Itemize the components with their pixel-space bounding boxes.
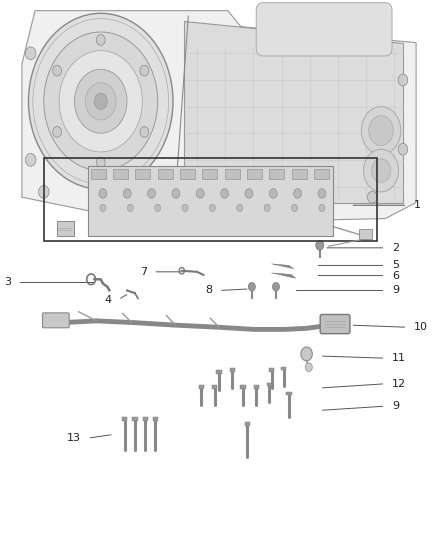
Bar [44, 158, 377, 241]
Polygon shape [272, 273, 296, 278]
Text: 7: 7 [140, 267, 147, 277]
Circle shape [398, 143, 408, 155]
Circle shape [280, 191, 290, 203]
Circle shape [182, 204, 188, 212]
Bar [267, 383, 272, 386]
FancyBboxPatch shape [256, 3, 392, 56]
Text: 3: 3 [4, 278, 11, 287]
Bar [57, 221, 74, 236]
Bar [202, 169, 217, 179]
Circle shape [364, 149, 399, 192]
Circle shape [292, 204, 297, 212]
Circle shape [25, 47, 36, 60]
Polygon shape [272, 264, 293, 269]
Circle shape [398, 74, 408, 86]
Circle shape [248, 282, 255, 291]
Text: 4: 4 [105, 295, 112, 304]
Bar [143, 417, 148, 421]
Text: 8: 8 [205, 286, 212, 295]
Circle shape [272, 282, 279, 291]
Bar [199, 385, 204, 389]
Circle shape [74, 69, 127, 133]
Circle shape [196, 189, 204, 198]
Circle shape [245, 189, 253, 198]
Bar [132, 417, 138, 421]
Circle shape [155, 204, 161, 212]
Bar [247, 169, 262, 179]
Circle shape [237, 204, 243, 212]
Bar [180, 169, 195, 179]
Bar [135, 169, 150, 179]
Circle shape [59, 51, 142, 152]
Bar [245, 422, 250, 426]
Bar [88, 166, 333, 236]
Circle shape [96, 35, 105, 45]
Text: 5: 5 [392, 261, 399, 270]
Circle shape [293, 189, 301, 198]
Circle shape [319, 204, 325, 212]
Circle shape [44, 32, 158, 171]
Circle shape [305, 363, 312, 372]
Circle shape [127, 204, 133, 212]
Circle shape [94, 93, 107, 109]
Bar [359, 229, 372, 239]
Text: 11: 11 [392, 353, 406, 363]
Bar [225, 169, 240, 179]
Circle shape [100, 204, 106, 212]
Circle shape [124, 189, 131, 198]
Circle shape [209, 204, 215, 212]
Text: 9: 9 [392, 401, 399, 411]
Circle shape [28, 13, 173, 189]
Text: 10: 10 [414, 322, 428, 332]
Bar [314, 169, 329, 179]
Bar [122, 417, 127, 421]
Bar [153, 417, 158, 421]
Circle shape [367, 191, 377, 203]
Bar [113, 169, 128, 179]
Circle shape [269, 189, 277, 198]
Circle shape [53, 126, 61, 137]
Bar [212, 385, 217, 389]
Bar [269, 169, 284, 179]
Circle shape [85, 83, 116, 120]
Bar [158, 169, 173, 179]
Text: 12: 12 [392, 379, 406, 389]
Text: 1: 1 [414, 200, 421, 210]
FancyBboxPatch shape [42, 313, 69, 328]
Bar [91, 169, 106, 179]
Circle shape [99, 189, 107, 198]
Circle shape [369, 116, 393, 146]
Circle shape [96, 157, 105, 168]
Circle shape [140, 66, 149, 76]
Text: 13: 13 [67, 433, 81, 443]
Circle shape [53, 66, 61, 76]
Circle shape [25, 154, 36, 166]
Polygon shape [22, 11, 416, 224]
Bar [230, 368, 235, 372]
Bar [292, 169, 307, 179]
Circle shape [301, 347, 312, 361]
Circle shape [371, 159, 391, 182]
Bar [240, 385, 246, 389]
Bar [281, 367, 286, 370]
Circle shape [264, 204, 270, 212]
Circle shape [221, 189, 229, 198]
Circle shape [39, 185, 49, 198]
Circle shape [148, 189, 155, 198]
Text: 6: 6 [392, 271, 399, 280]
Text: 9: 9 [392, 286, 399, 295]
Circle shape [361, 107, 401, 155]
Circle shape [140, 127, 149, 137]
Circle shape [316, 240, 324, 250]
Polygon shape [184, 21, 403, 203]
Circle shape [188, 191, 198, 203]
Text: 2: 2 [392, 243, 399, 253]
Bar [269, 368, 274, 372]
Circle shape [172, 189, 180, 198]
Bar [254, 385, 259, 389]
Bar [286, 392, 292, 395]
Circle shape [318, 189, 326, 198]
Bar [216, 370, 222, 374]
FancyBboxPatch shape [320, 314, 350, 334]
